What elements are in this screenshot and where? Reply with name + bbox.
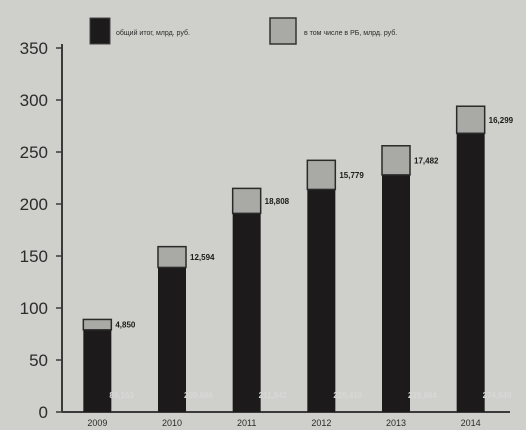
- data-labels: 4,850 89,163 12,594 209,886 18,808 211,842 15,…: [109, 116, 513, 400]
- bar-segment: [83, 329, 112, 412]
- bar-segment: [231, 187, 262, 215]
- bar-segment: [455, 105, 486, 135]
- data-label-total: 228,864: [408, 391, 437, 400]
- legend-swatch-rb: [269, 17, 297, 45]
- bar-segment: [456, 133, 485, 412]
- legend-swatch-total: [89, 17, 111, 45]
- data-label-total: 209,886: [184, 391, 213, 400]
- data-label-total: 229,416: [333, 391, 362, 400]
- axes: 0 50 100 150 200 250 300 350 2009 2010 2011 2012 201…: [20, 39, 510, 428]
- legend-label-rb: в том числе в РБ, млрд. руб.: [304, 29, 397, 37]
- x-tick-label: 2011: [237, 418, 256, 428]
- y-tick-label: 100: [20, 299, 48, 318]
- data-label-rb: 4,850: [115, 321, 136, 330]
- bars: [82, 105, 486, 412]
- legend: общий итог, млрд. руб. в том числе в РБ,…: [89, 17, 397, 45]
- data-label-total: 89,163: [109, 391, 134, 400]
- y-tick-label: 150: [20, 247, 48, 266]
- y-tick-label: 200: [20, 195, 48, 214]
- y-tick-label: 50: [29, 351, 48, 370]
- data-label-total: 274,849: [483, 391, 512, 400]
- bar-segment: [381, 145, 411, 176]
- y-tick-label: 0: [39, 403, 48, 422]
- bar-segment: [306, 159, 337, 191]
- x-tick-label: 2010: [162, 418, 182, 428]
- data-label-rb: 18,808: [265, 197, 290, 206]
- x-tick-label: 2013: [386, 418, 406, 428]
- bar-segment: [82, 318, 113, 331]
- x-tick-label: 2014: [461, 418, 481, 428]
- x-tick-label: 2012: [311, 418, 331, 428]
- bar-segment: [157, 245, 187, 269]
- data-label-rb: 12,594: [190, 253, 215, 262]
- y-tick-label: 350: [20, 39, 48, 58]
- bar-segment: [382, 174, 410, 412]
- y-tick-label: 300: [20, 91, 48, 110]
- legend-label-total: общий итог, млрд. руб.: [116, 29, 190, 37]
- bar-segment: [158, 267, 186, 412]
- bar-segment: [232, 213, 261, 412]
- bar-segment: [307, 189, 336, 412]
- data-label-rb: 15,779: [339, 171, 364, 180]
- data-label-rb: 16,299: [489, 116, 514, 125]
- x-tick-label: 2009: [87, 418, 107, 428]
- data-label-rb: 17,482: [414, 156, 439, 165]
- y-tick-label: 250: [20, 143, 48, 162]
- data-label-total: 211,842: [259, 391, 288, 400]
